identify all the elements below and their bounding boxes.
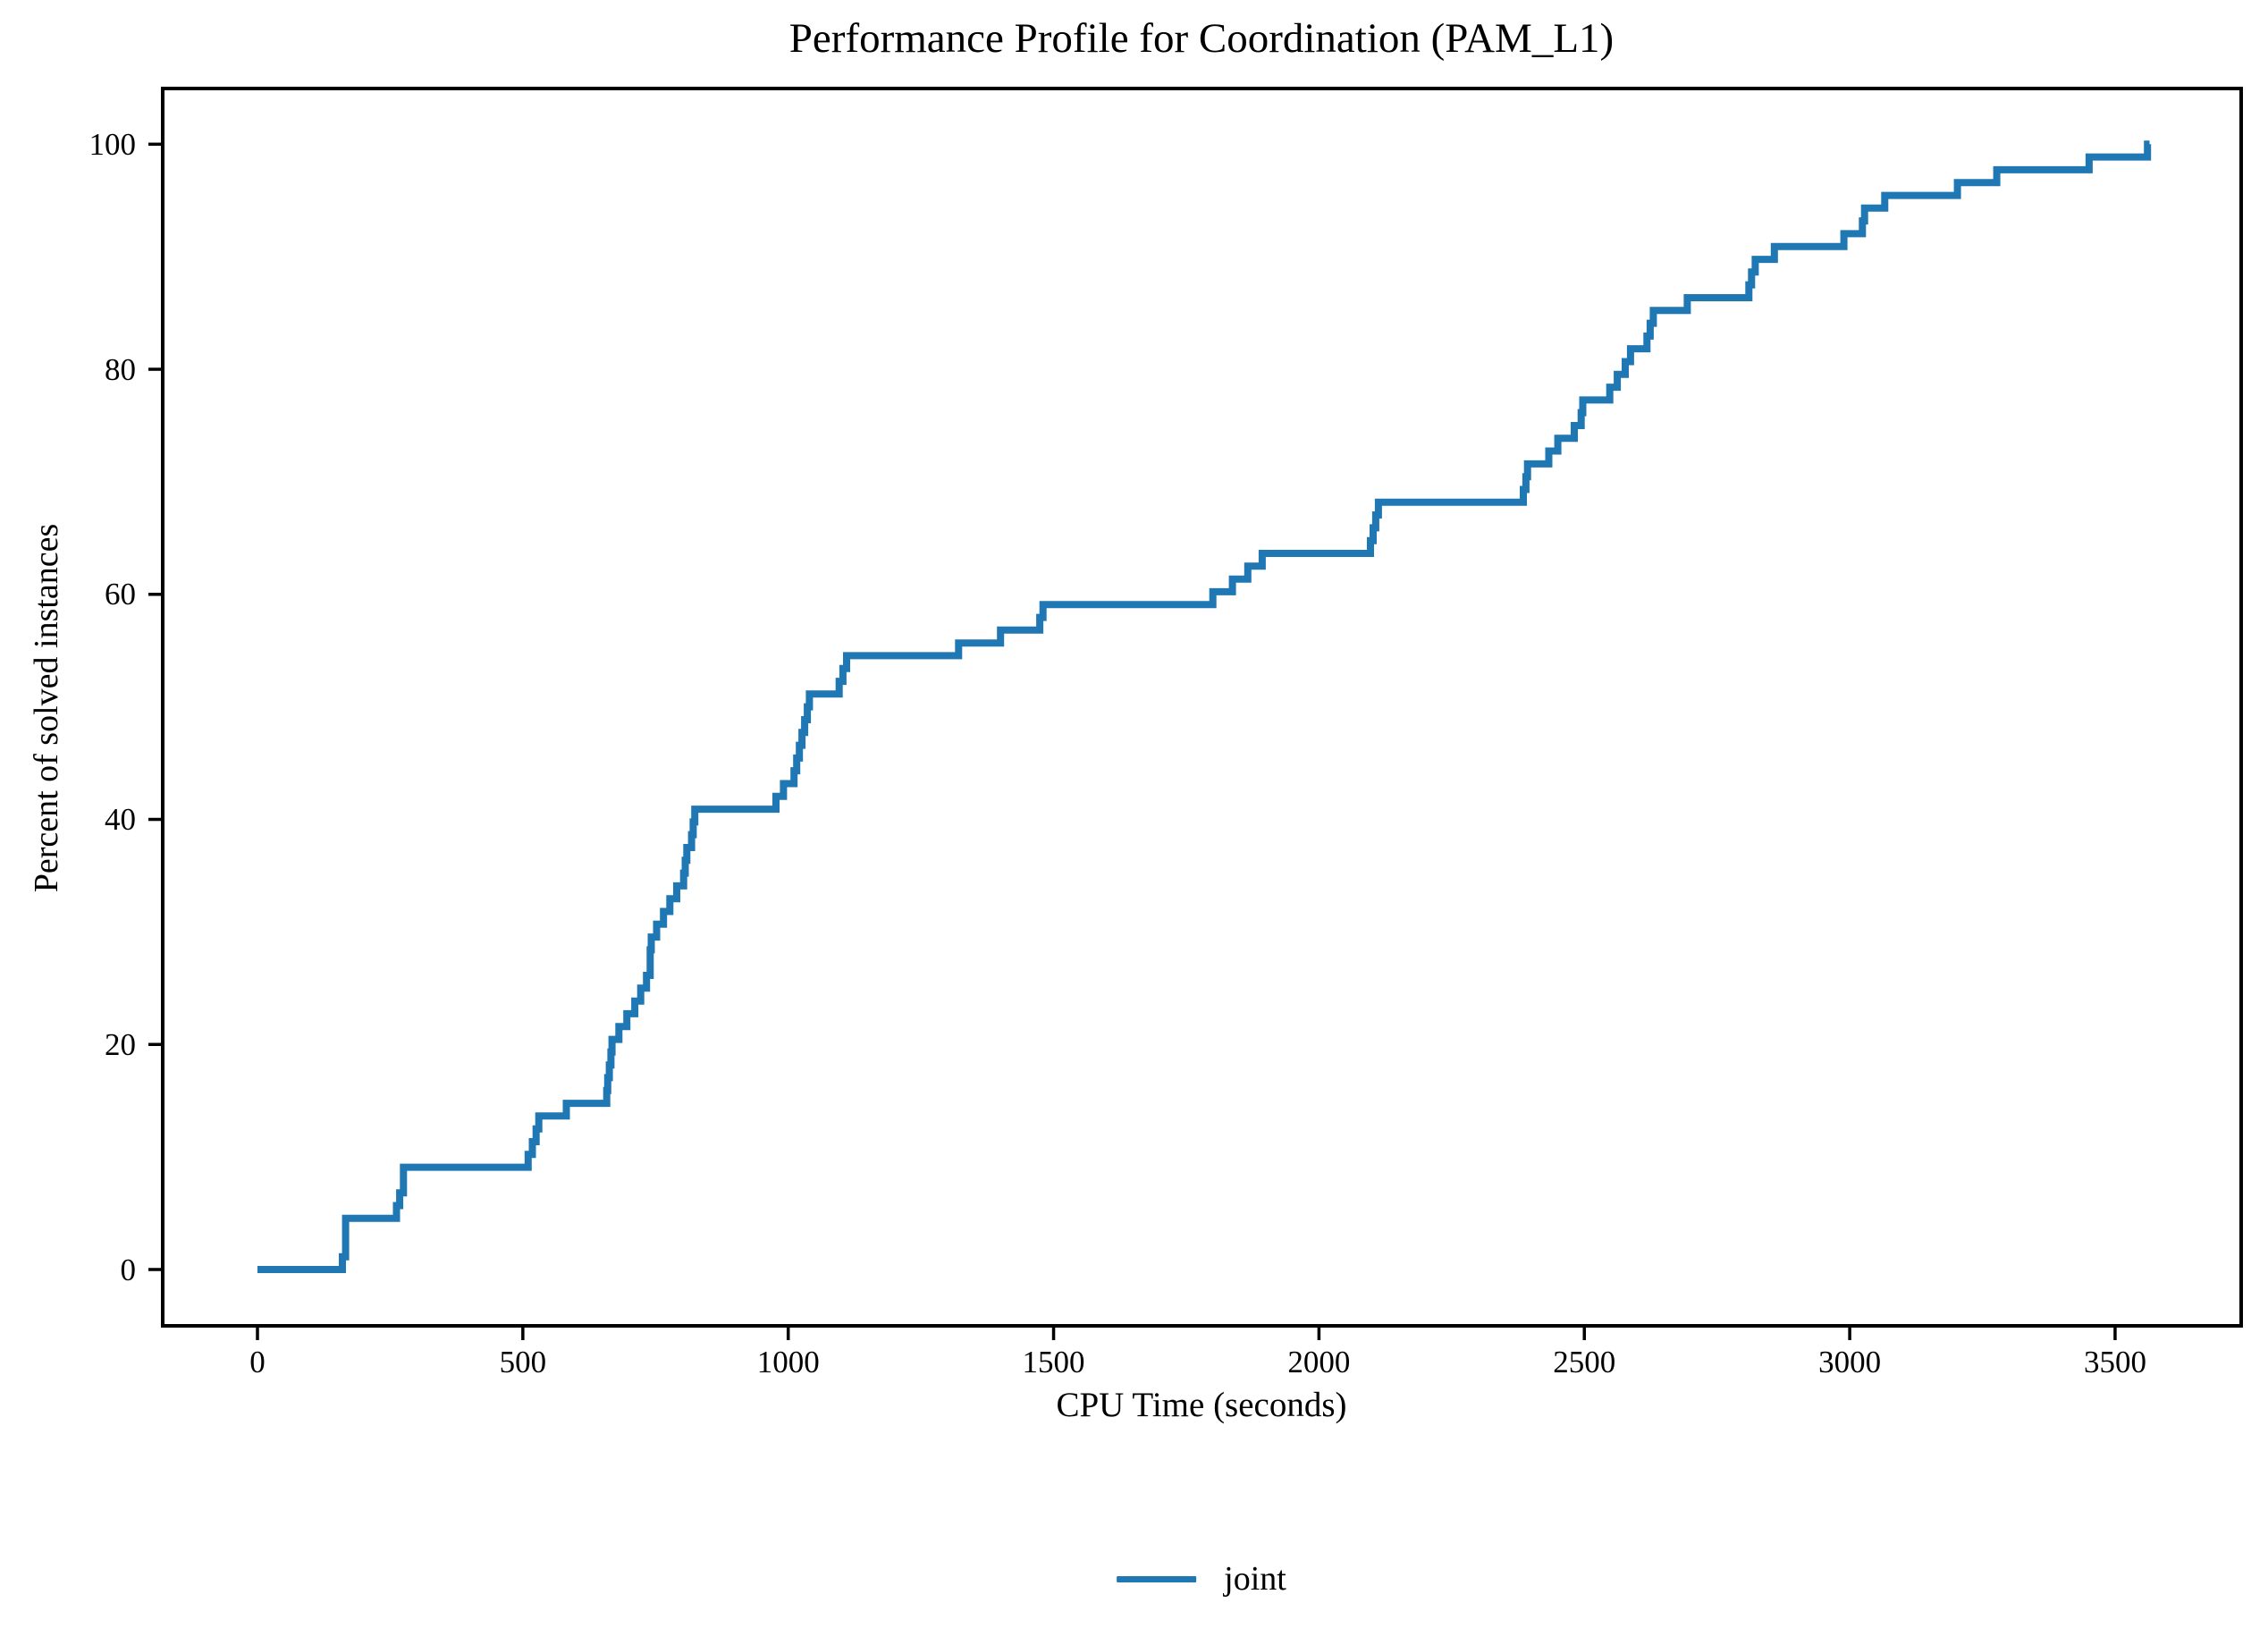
- y-tick-label: 0: [120, 1252, 137, 1287]
- axes-frame: [161, 87, 2243, 1328]
- x-tick-label: 0: [249, 1345, 266, 1379]
- y-tick-label: 80: [105, 351, 136, 387]
- legend-line-swatch: [1117, 1575, 1197, 1582]
- y-tick-label: 40: [105, 802, 136, 838]
- x-tick-label: 3000: [1818, 1345, 1882, 1379]
- x-tick-label: 2500: [1553, 1345, 1616, 1379]
- x-tick-label: 500: [499, 1345, 547, 1379]
- x-tick-label: 1000: [756, 1345, 820, 1379]
- y-tick-label: 100: [89, 126, 137, 162]
- y-tick-label: 60: [105, 577, 136, 612]
- x-tick-label: 1500: [1022, 1345, 1085, 1379]
- chart-title: Performance Profile for Coordination (PA…: [788, 15, 1615, 62]
- legend: joint: [1117, 1562, 1286, 1596]
- x-tick-label: 2000: [1287, 1345, 1351, 1379]
- step-line-joint: [257, 140, 2152, 1273]
- x-axis-label: CPU Time (seconds): [1056, 1386, 1347, 1424]
- x-tick-label: 3500: [2083, 1345, 2146, 1379]
- y-tick-label: 20: [105, 1026, 136, 1062]
- axis-tick-marks: [148, 142, 2117, 1340]
- legend-label: joint: [1224, 1560, 1286, 1598]
